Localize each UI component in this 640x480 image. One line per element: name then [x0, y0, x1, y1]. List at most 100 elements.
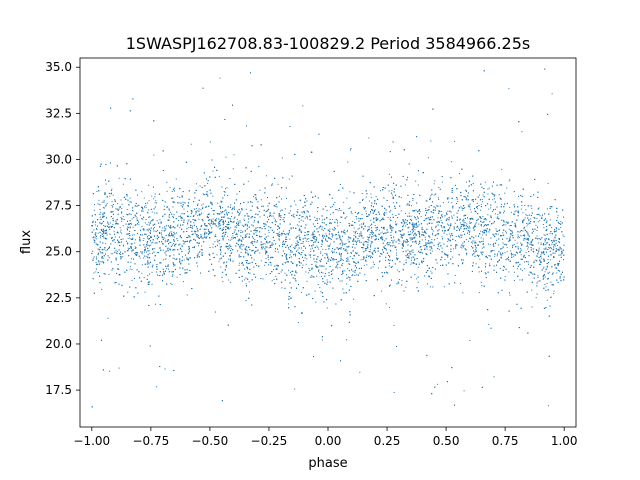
data-point — [535, 297, 537, 299]
data-point — [129, 230, 131, 232]
data-point — [122, 256, 124, 258]
data-point — [546, 299, 548, 301]
data-point — [562, 234, 564, 236]
data-point — [126, 240, 127, 242]
data-point — [505, 224, 507, 226]
data-point — [369, 249, 371, 251]
data-point — [96, 228, 98, 230]
data-point — [226, 187, 228, 189]
data-point — [313, 250, 315, 251]
data-point — [484, 230, 486, 232]
data-point — [306, 258, 308, 260]
data-point — [322, 229, 324, 231]
data-point — [550, 296, 552, 298]
data-point — [349, 263, 351, 265]
data-point — [550, 296, 552, 298]
data-point — [431, 228, 433, 230]
data-point — [526, 225, 528, 227]
data-point — [277, 229, 279, 231]
data-point — [380, 232, 382, 234]
data-point — [173, 265, 175, 267]
data-point — [99, 209, 101, 211]
data-point — [524, 217, 526, 219]
data-point — [414, 259, 416, 261]
data-point — [437, 217, 439, 219]
data-point — [302, 264, 304, 266]
data-point — [305, 215, 307, 217]
data-point — [259, 216, 261, 218]
data-point — [183, 281, 185, 283]
data-point — [468, 221, 470, 223]
data-point — [481, 201, 483, 203]
data-point — [176, 276, 178, 278]
data-point — [259, 226, 261, 228]
data-point — [375, 219, 377, 221]
data-point — [210, 222, 212, 224]
data-point — [322, 272, 324, 274]
data-point — [240, 239, 242, 241]
data-point — [207, 220, 209, 222]
data-point — [472, 183, 474, 185]
data-point — [383, 213, 385, 215]
data-point — [129, 197, 131, 199]
data-point — [317, 248, 319, 250]
data-point — [402, 234, 404, 236]
data-point — [480, 241, 482, 243]
data-point — [239, 239, 241, 241]
data-point — [231, 237, 233, 239]
data-point — [120, 229, 122, 231]
data-point — [348, 260, 350, 262]
data-point — [493, 198, 495, 200]
data-point — [430, 140, 432, 142]
data-point — [156, 251, 158, 253]
data-point — [353, 235, 355, 237]
data-point — [373, 218, 375, 220]
data-point — [171, 275, 173, 277]
data-point — [307, 218, 309, 220]
data-point — [345, 243, 347, 245]
data-point — [173, 187, 175, 189]
data-point — [264, 238, 266, 240]
data-point — [463, 390, 465, 392]
data-point — [101, 201, 103, 203]
data-point — [321, 236, 323, 238]
data-point — [537, 242, 539, 244]
data-point — [404, 212, 406, 214]
data-point — [246, 228, 248, 230]
data-point — [214, 241, 216, 243]
data-point — [242, 238, 244, 240]
data-point — [177, 224, 179, 226]
data-point — [139, 257, 141, 259]
data-point — [246, 213, 248, 215]
data-point — [226, 243, 228, 245]
data-point — [475, 242, 477, 244]
data-point — [226, 223, 228, 225]
data-point — [456, 219, 458, 221]
data-point — [164, 241, 166, 243]
data-point — [132, 226, 134, 228]
data-point — [199, 228, 201, 230]
data-point — [347, 239, 349, 241]
data-point — [305, 263, 307, 265]
data-point — [433, 183, 435, 185]
data-point — [236, 232, 238, 234]
data-point — [352, 240, 354, 242]
data-point — [197, 203, 199, 205]
data-point — [314, 254, 316, 256]
data-point — [142, 218, 144, 220]
data-point — [365, 210, 367, 212]
data-point — [306, 280, 308, 282]
data-point — [172, 215, 174, 217]
data-point — [352, 270, 354, 272]
data-point — [557, 217, 559, 219]
data-point — [424, 236, 426, 238]
data-point — [325, 233, 327, 235]
data-point — [371, 232, 373, 234]
data-point — [462, 292, 464, 294]
data-point — [452, 256, 454, 258]
data-point — [478, 271, 480, 273]
data-point — [280, 234, 282, 236]
data-point — [438, 242, 440, 244]
data-point — [541, 261, 543, 263]
data-point — [374, 225, 376, 227]
